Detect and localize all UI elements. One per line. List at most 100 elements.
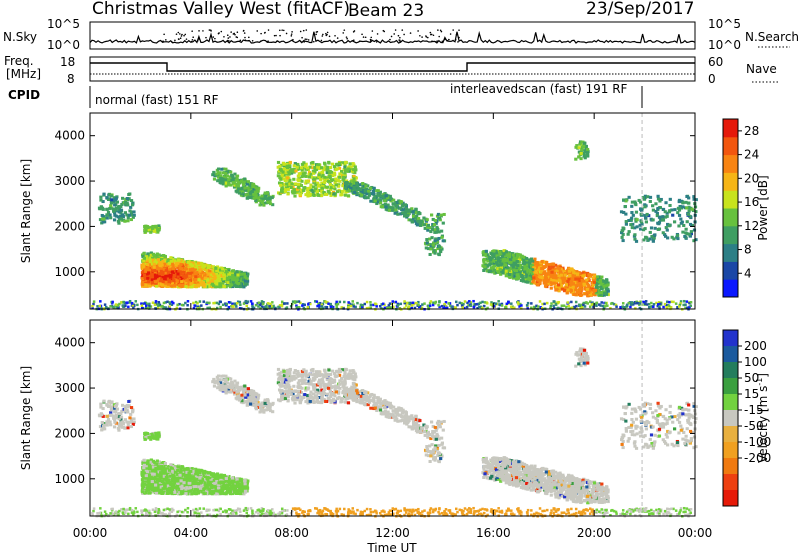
noise-search-dot — [306, 38, 308, 41]
power-cell — [533, 270, 537, 274]
power-cell — [407, 208, 411, 212]
power-cell — [675, 234, 680, 238]
power-cell — [221, 281, 225, 285]
noise-right-tick-top: 10^5 — [708, 17, 741, 31]
power-cell — [574, 157, 578, 161]
power-cell — [131, 215, 135, 219]
power-cell — [365, 192, 369, 196]
power-cell — [179, 272, 183, 276]
power-cell — [436, 247, 440, 251]
power-cell — [354, 305, 357, 309]
power-cell — [488, 255, 492, 259]
power-cell — [227, 178, 231, 182]
power-cell — [124, 200, 128, 204]
power-cell — [118, 302, 121, 306]
power-cell — [597, 291, 601, 295]
power-cell — [162, 275, 166, 279]
power-cell — [580, 279, 584, 283]
power-cell — [242, 302, 246, 305]
noise-search-dot — [162, 40, 164, 43]
power-cell — [582, 151, 586, 155]
power-cell — [403, 306, 406, 310]
power-cell — [131, 304, 135, 308]
power-cell — [153, 303, 157, 307]
power-cell — [566, 285, 570, 289]
power-cell — [376, 200, 380, 204]
power-cell — [587, 277, 591, 281]
power-cell — [266, 302, 270, 305]
power-cell — [165, 284, 170, 288]
power-cell — [140, 271, 145, 275]
power-cell — [263, 194, 267, 198]
power-cell — [369, 303, 373, 307]
power-cell — [101, 207, 105, 211]
power-cell — [425, 225, 430, 229]
power-cell — [694, 238, 698, 242]
power-cell — [236, 187, 241, 191]
power-cell — [308, 186, 312, 190]
noise-search-dot — [251, 39, 254, 42]
power-cell — [492, 264, 497, 268]
noise-search-dot — [440, 30, 443, 33]
power-cell — [314, 183, 318, 187]
power-cell — [466, 301, 469, 305]
noise-search-dot — [256, 30, 259, 32]
power-cell — [586, 147, 590, 151]
power-cell — [119, 217, 124, 221]
power-cell — [154, 300, 158, 303]
power-cell — [322, 177, 326, 181]
power-cell — [595, 275, 599, 279]
power-cell — [134, 300, 138, 303]
power-cell — [286, 187, 290, 191]
power-cell — [679, 300, 683, 303]
noise-right-label: N.Search — [745, 30, 799, 44]
power-cell — [380, 307, 383, 310]
power-cell — [369, 192, 373, 196]
noise-search-dot — [346, 37, 348, 40]
power-cell — [627, 301, 630, 305]
power-cell — [546, 272, 550, 276]
power-cell — [564, 283, 569, 287]
power-cell — [687, 232, 691, 236]
power-cell — [312, 193, 316, 197]
power-cell — [151, 281, 155, 285]
power-cell — [329, 178, 334, 182]
power-cell — [123, 202, 127, 206]
power-cell — [170, 259, 174, 263]
noise-search-dot — [260, 32, 262, 35]
power-cell — [652, 236, 656, 240]
power-cell — [378, 304, 382, 308]
power-cell — [292, 167, 296, 171]
power-cell — [498, 251, 502, 255]
power-cell — [413, 306, 417, 310]
power-cell — [150, 225, 154, 229]
power-cell — [320, 186, 324, 190]
power-cell — [198, 269, 202, 273]
power-cell — [552, 267, 556, 271]
power-cell — [346, 194, 351, 198]
power-cell — [428, 237, 432, 241]
nave-label: Nave — [746, 62, 777, 76]
power-cell — [108, 213, 112, 217]
power-cell — [318, 305, 321, 309]
power-cell — [659, 197, 663, 201]
power-cell — [142, 279, 146, 283]
power-cell — [253, 191, 258, 195]
noise-search-dot — [264, 31, 266, 34]
power-cell — [206, 275, 210, 279]
power-cell — [501, 267, 505, 271]
power-cell — [316, 181, 320, 185]
power-cell — [214, 266, 218, 270]
power-cell — [262, 307, 266, 310]
power-cell — [152, 265, 156, 269]
power-cell — [259, 199, 263, 203]
power-cell — [556, 306, 559, 310]
power-cell — [343, 171, 347, 175]
power-cell — [91, 307, 94, 310]
power-cell — [651, 204, 655, 208]
cpid-mode-1: normal (fast) 151 RF — [95, 93, 219, 107]
power-cell — [322, 185, 327, 189]
noise-search-dot — [190, 40, 193, 43]
power-cell — [572, 271, 576, 275]
power-cell — [215, 265, 220, 269]
